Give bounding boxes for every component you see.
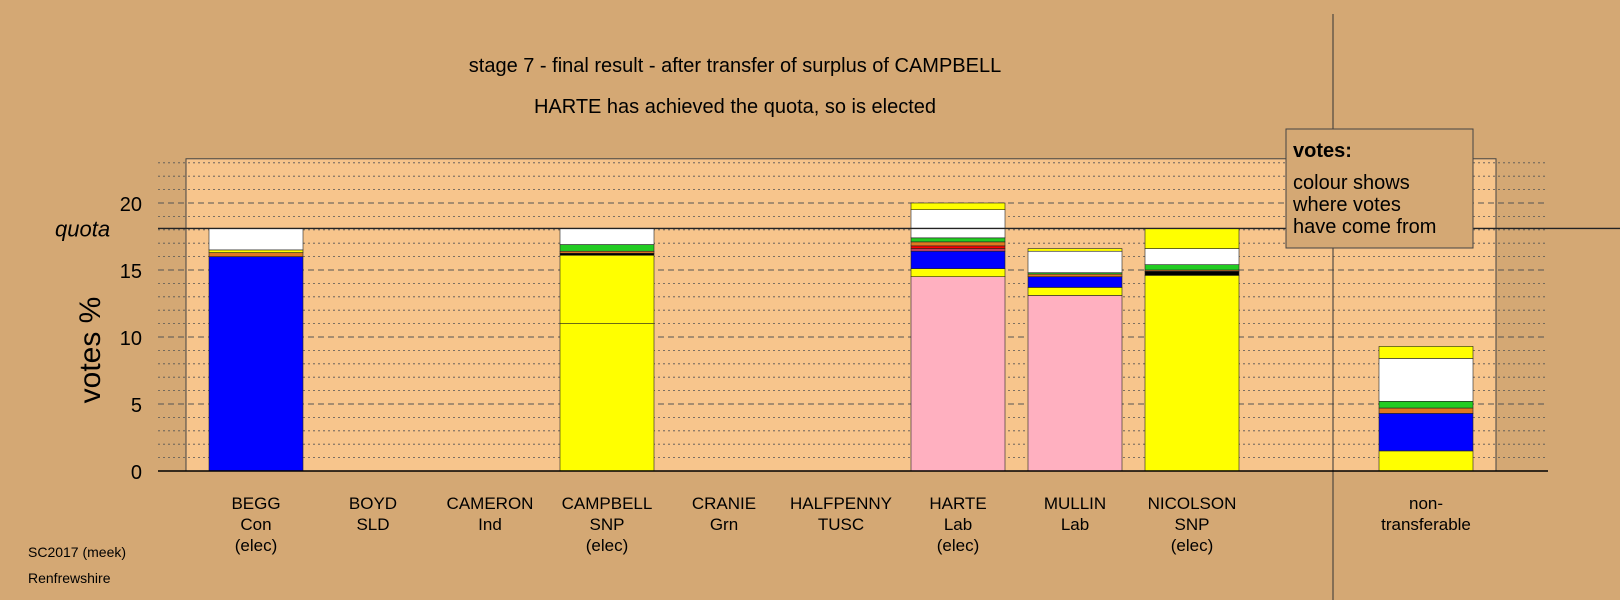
x-category-label: (elec) xyxy=(1171,536,1214,555)
x-category-label: Lab xyxy=(1061,515,1089,534)
y-tick-label: 0 xyxy=(131,462,142,484)
chart-subtitle: HARTE has achieved the quota, so is elec… xyxy=(534,96,936,118)
y-tick-label: 10 xyxy=(120,328,142,350)
bar-segment-begg xyxy=(208,256,304,472)
y-tick-label: 5 xyxy=(131,395,142,417)
bar-segment-begg xyxy=(208,228,304,251)
plot-area xyxy=(185,158,1497,472)
x-category-label: Ind xyxy=(478,515,502,534)
bar-segment-non-transferable xyxy=(1378,407,1474,414)
x-category-label: HARTE xyxy=(929,494,986,513)
footer-area: Renfrewshire xyxy=(28,570,111,586)
bar-segment-begg xyxy=(208,249,304,253)
bar-segment-non-transferable xyxy=(1378,358,1474,402)
x-category-label: NICOLSON xyxy=(1148,494,1237,513)
x-category-label: SNP xyxy=(1175,515,1210,534)
x-category-label: HALFPENNY xyxy=(790,494,892,513)
bar-segment-harte xyxy=(910,241,1006,247)
quota-label: quota xyxy=(55,216,110,241)
legend-line: colour shows xyxy=(1293,172,1410,194)
bar-segment-harte xyxy=(910,250,1006,269)
x-category-label: TUSC xyxy=(818,515,864,534)
x-category-label: non- xyxy=(1409,494,1443,513)
x-category-label: MULLIN xyxy=(1044,494,1106,513)
x-category-label: SNP xyxy=(590,515,625,534)
x-category-label: (elec) xyxy=(235,536,278,555)
x-category-label: CRANIE xyxy=(692,494,756,513)
bar-segment-nicolson xyxy=(1144,248,1240,265)
bar-segment-campbell xyxy=(559,244,655,252)
bar-segment-mullin xyxy=(1027,250,1123,273)
x-category-label: transferable xyxy=(1381,515,1471,534)
bar-segment-non-transferable xyxy=(1378,346,1474,359)
bar-segment-begg xyxy=(208,252,304,257)
bar-segment-non-transferable xyxy=(1378,401,1474,409)
bar-segment-harte xyxy=(910,268,1006,278)
x-category-label: Lab xyxy=(944,515,972,534)
bar-segment-mullin xyxy=(1027,295,1123,472)
bar-segment-campbell xyxy=(559,252,655,256)
y-tick-label: 15 xyxy=(120,261,142,283)
bar-segment-harte xyxy=(910,276,1006,472)
legend-frame xyxy=(1285,128,1474,249)
x-category-label: (elec) xyxy=(586,536,629,555)
bar-segment-nicolson xyxy=(1144,271,1240,276)
bar-segment-mullin xyxy=(1027,287,1123,296)
bar-segment-harte xyxy=(910,237,1006,243)
bar-segment-nicolson xyxy=(1144,264,1240,271)
bar-segment-non-transferable xyxy=(1378,450,1474,472)
bar-segment-campbell xyxy=(559,254,655,324)
y-axis-label: votes % xyxy=(74,297,107,404)
footer-election: SC2017 (meek) xyxy=(28,544,127,560)
bar-segment-campbell xyxy=(559,250,655,254)
bar-segment-non-transferable xyxy=(1378,413,1474,452)
bar-segment-campbell xyxy=(559,323,655,472)
bar-segment-campbell xyxy=(559,228,655,245)
x-category-label: CAMPBELL xyxy=(562,494,653,513)
x-category-label: BEGG xyxy=(231,494,280,513)
x-category-label: (elec) xyxy=(937,536,980,555)
bar-segment-harte xyxy=(910,202,1006,210)
bar-segment-nicolson xyxy=(1144,275,1240,472)
bar-segment-mullin xyxy=(1027,276,1123,288)
bar-segment-mullin xyxy=(1027,273,1123,277)
chart-title: stage 7 - final result - after transfer … xyxy=(469,55,1001,77)
x-category-label: CAMERON xyxy=(447,494,534,513)
bar-segment-mullin xyxy=(1027,248,1123,252)
x-category-label: BOYD xyxy=(349,494,397,513)
legend-line: where votes xyxy=(1292,194,1401,216)
x-category-label: SLD xyxy=(356,515,389,534)
bar-segment-harte xyxy=(910,209,1006,239)
bar-segment-harte xyxy=(910,245,1006,249)
legend-title: votes: xyxy=(1293,140,1352,162)
bar-segment-harte xyxy=(910,248,1006,252)
y-tick-label: 20 xyxy=(120,194,142,216)
x-category-label: Grn xyxy=(710,515,738,534)
legend-line: have come from xyxy=(1293,216,1436,238)
bar-segment-nicolson xyxy=(1144,228,1240,249)
x-category-label: Con xyxy=(240,515,271,534)
